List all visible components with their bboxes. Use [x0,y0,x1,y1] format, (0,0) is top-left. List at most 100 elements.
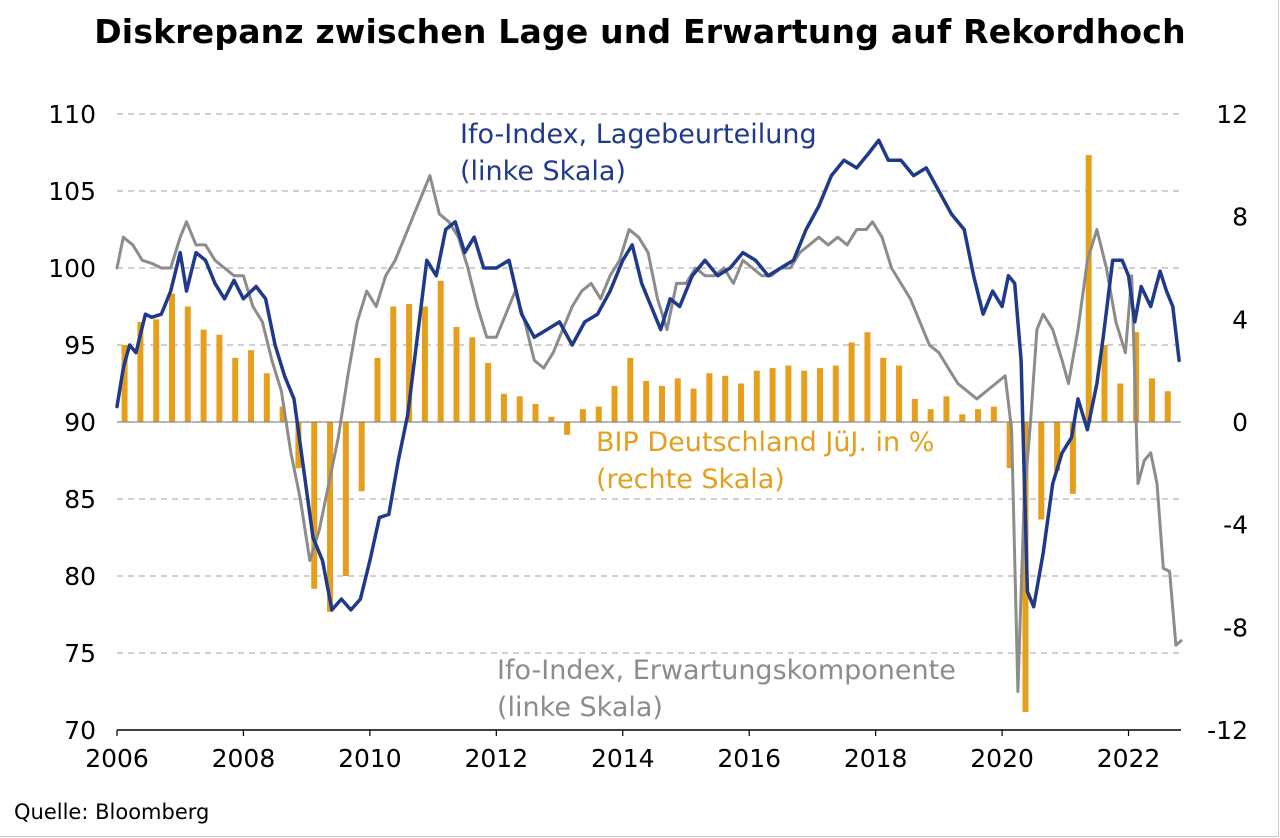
bip-bar [848,342,855,422]
bip-bar [1006,422,1013,469]
bip-bar [722,375,729,422]
bip-bar [880,357,887,422]
bip-bar [532,404,539,422]
bip-bar [121,345,128,422]
bip-bars [121,155,1171,713]
bip-bar [864,332,871,422]
bip-bar [153,319,160,422]
annotation-bip-line1: BIP Deutschland JüJ. in % [596,427,934,458]
x-tick-label: 2012 [465,744,529,773]
left-tick-label: 105 [48,177,96,206]
bip-bar [390,306,397,422]
right-y-axis: -12 -8 -4 0 4 8 12 [1207,100,1248,745]
x-tick-label: 2020 [970,744,1034,773]
bip-bar [817,368,824,422]
lage-line [115,138,1181,612]
bip-bar [500,393,507,422]
bip-bar [1101,345,1108,422]
bip-bar [1148,378,1155,422]
bip-bar [595,406,602,422]
bip-bar [469,337,476,422]
bip-bar [737,383,744,422]
left-tick-label: 75 [64,639,96,668]
annotation-erwartung-line2: (linke Skala) [497,692,663,723]
bip-bar [311,422,318,589]
bip-bar [200,329,207,422]
bip-bar [137,321,144,422]
bip-bar [485,362,492,422]
bip-bar [564,422,571,435]
left-tick-label: 70 [64,716,96,745]
bip-bar [1164,391,1171,422]
bip-bar [279,406,286,422]
bip-bar [911,398,918,422]
bip-bar [706,373,713,422]
left-tick-label: 90 [64,408,96,437]
bip-bar [327,422,334,612]
x-tick-label: 2014 [591,744,655,773]
bip-bar [342,422,349,576]
annotation-bip-line2: (rechte Skala) [596,464,785,495]
bip-bar [785,365,792,422]
bip-bar [437,280,444,422]
annotation-lage-line1: Ifo-Index, Lagebeurteilung [460,119,817,150]
bip-bar [832,365,839,422]
bip-bar [374,357,381,422]
x-tick-label: 2008 [212,744,276,773]
annotation-erwartung-line1: Ifo-Index, Erwartungskomponente [497,655,956,686]
left-tick-label: 100 [48,254,96,283]
bip-bar [690,388,697,422]
bip-bar [943,396,950,422]
right-tick-label: 0 [1232,408,1248,437]
left-tick-label: 80 [64,562,96,591]
bip-bar [753,370,760,422]
x-tick-label: 2016 [717,744,781,773]
left-tick-label: 85 [64,485,96,514]
x-tick-label: 2022 [1097,744,1161,773]
right-tick-label: 12 [1216,100,1248,129]
bip-bar [1054,422,1061,471]
chart-title: Diskrepanz zwischen Lage und Erwartung a… [94,12,1186,51]
left-tick-label: 110 [48,100,96,129]
bip-bar [643,380,650,422]
bip-bar [295,422,302,469]
erwartung-line [115,174,1183,693]
bip-bar [406,303,413,422]
bip-bar [975,409,982,422]
right-tick-label: 4 [1232,305,1248,334]
x-axis: 2006 2008 2010 2012 2014 2016 2018 2020 2022 [85,729,1181,773]
bip-bar [579,409,586,422]
bip-bar [169,293,176,422]
left-y-axis: 70 75 80 85 90 95 100 105 110 [48,100,96,745]
bip-bar [674,378,681,422]
bip-bar [453,327,460,422]
source-note: Quelle: Bloomberg [14,800,210,824]
annotation-lage-line2: (linke Skala) [460,156,626,187]
bip-bar [801,370,808,422]
x-tick-label: 2006 [85,744,149,773]
bip-bar [611,386,618,422]
bip-bar [263,373,270,422]
annotations: Ifo-Index, Lagebeurteilung (linke Skala)… [460,119,956,723]
left-tick-label: 95 [64,331,96,360]
bip-bar [421,306,428,422]
bip-bar [1069,422,1076,494]
bip-bar [769,368,776,422]
right-tick-label: -4 [1223,511,1248,540]
right-tick-label: 8 [1232,203,1248,232]
bip-bar [896,365,903,422]
bip-bar [516,396,523,422]
right-tick-label: -8 [1223,613,1248,642]
bip-bar [627,357,634,422]
bip-bar [232,357,239,422]
bip-bar [959,414,966,422]
bip-bar [927,409,934,422]
bip-bar [548,416,555,422]
bip-bar [990,406,997,422]
x-tick-label: 2018 [844,744,908,773]
x-tick-label: 2010 [338,744,402,773]
bip-bar [658,386,665,422]
bip-bar [248,350,255,422]
